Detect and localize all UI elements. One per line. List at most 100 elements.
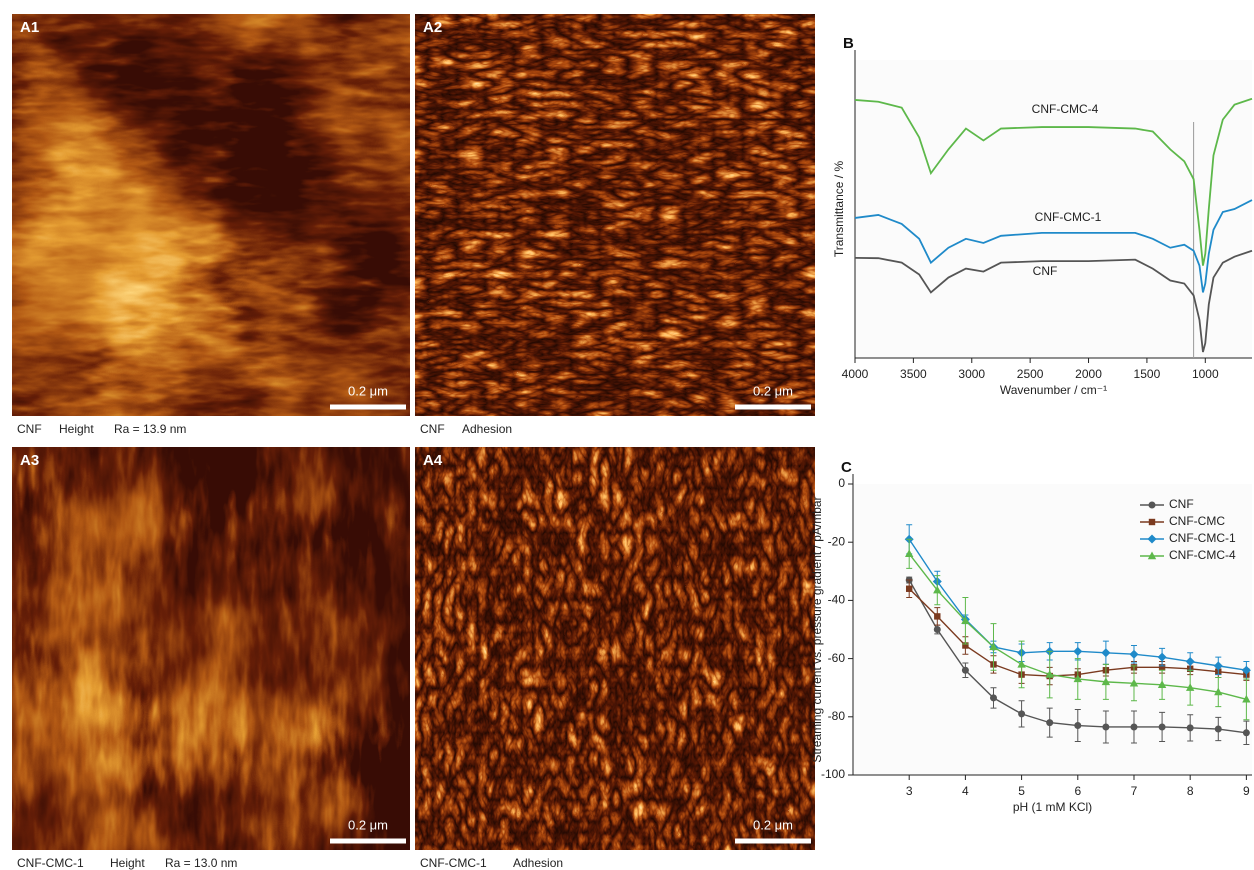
y-axis-label: Streaming current vs. pressure gradient …	[810, 496, 824, 762]
marker	[1018, 710, 1026, 718]
y-tick-label: -80	[828, 709, 846, 723]
scale-bar-label: 0.2 μm	[348, 383, 388, 398]
marker	[933, 585, 942, 594]
marker	[1213, 661, 1223, 671]
caption-sample: CNF-CMC-1	[17, 856, 84, 870]
marker	[1129, 678, 1139, 687]
legend-marker	[1148, 518, 1156, 526]
marker	[1158, 664, 1166, 671]
y-tick-label: -40	[828, 593, 846, 607]
marker	[1046, 719, 1054, 727]
legend-label: CNF	[1169, 497, 1194, 511]
caption-roughness: Ra = 13.0 nm	[165, 856, 237, 870]
marker	[961, 616, 970, 624]
legend-marker	[1147, 551, 1157, 560]
series-line	[854, 97, 1253, 266]
panel-label: C	[841, 459, 852, 476]
legend-marker	[1148, 501, 1156, 509]
panel-label: A2	[423, 19, 442, 36]
afm-image	[415, 447, 815, 850]
marker	[1185, 657, 1195, 667]
series-line	[854, 249, 1253, 353]
x-tick-label: 4	[962, 784, 969, 798]
marker	[1102, 723, 1110, 731]
x-tick-label: 4000	[842, 367, 869, 381]
plot-area	[855, 60, 1252, 358]
chart: B 4000 3500 3000 2500 2000 1500 1000 Wavenumber …	[832, 35, 1253, 397]
caption-mode: Height	[110, 856, 145, 870]
marker	[905, 585, 913, 592]
y-tick-label: -60	[828, 651, 846, 665]
marker	[1101, 648, 1111, 658]
marker	[1073, 646, 1083, 656]
x-axis-label: Wavenumber / cm⁻¹	[1000, 383, 1107, 397]
x-tick-label: 8	[1187, 784, 1194, 798]
marker	[1185, 683, 1195, 691]
marker	[1073, 674, 1082, 683]
series-line	[854, 199, 1253, 293]
afm-image	[12, 14, 410, 416]
caption-mode: Height	[59, 422, 94, 436]
legend-label: CNF-CMC	[1169, 514, 1225, 528]
series-label: CNF-CMC-4	[1032, 102, 1099, 116]
panel-label: A1	[20, 19, 39, 36]
x-tick-label: 3500	[900, 367, 927, 381]
marker	[934, 613, 941, 620]
x-tick-label: 6	[1074, 784, 1081, 798]
x-tick-label: 2000	[1075, 367, 1102, 381]
panel-label: A4	[423, 452, 443, 469]
marker	[1242, 694, 1251, 703]
y-tick-label: 0	[838, 476, 845, 490]
marker	[904, 549, 914, 558]
marker	[1074, 722, 1082, 730]
marker	[1241, 665, 1251, 675]
x-tick-label: 1500	[1134, 367, 1161, 381]
caption-mode: Adhesion	[513, 856, 563, 870]
marker	[989, 642, 998, 651]
marker	[1045, 670, 1054, 678]
chart: C 3 4 5 6 7 8 9 0 -20 -40 -60 -80 -100 pH (1 mM KCl) St…	[810, 459, 1252, 814]
marker	[1101, 677, 1111, 686]
caption-roughness: Ra = 13.9 nm	[114, 422, 186, 436]
x-tick-label: 9	[1243, 784, 1250, 798]
x-tick-label: 7	[1131, 784, 1138, 798]
marker	[1017, 659, 1026, 668]
afm-image	[12, 447, 410, 850]
y-tick-label: -100	[821, 767, 845, 781]
scale-bar-label: 0.2 μm	[753, 817, 793, 832]
caption-mode: Adhesion	[462, 422, 512, 436]
marker	[1186, 724, 1194, 732]
marker	[1129, 649, 1139, 659]
caption-sample: CNF	[17, 422, 42, 436]
afm-image	[415, 14, 815, 416]
scale-bar-label: 0.2 μm	[348, 817, 388, 832]
x-tick-label: 5	[1018, 784, 1025, 798]
caption-sample: CNF-CMC-1	[420, 856, 487, 870]
afm-panel: A1 0.2 μm CNF Height Ra = 13.9 nm	[12, 14, 410, 436]
panel-label: B	[843, 35, 854, 52]
marker	[989, 694, 997, 702]
legend-marker	[1147, 534, 1157, 544]
marker	[961, 666, 969, 674]
scale-bar-label: 0.2 μm	[753, 383, 793, 398]
series-label: CNF	[1033, 264, 1058, 278]
legend-label: CNF-CMC-1	[1169, 531, 1236, 545]
marker	[1214, 687, 1223, 696]
marker	[1214, 725, 1222, 733]
panel-label: A3	[20, 452, 39, 469]
marker	[1157, 680, 1167, 688]
marker	[1242, 729, 1250, 737]
x-tick-label: 3000	[958, 367, 985, 381]
afm-panel: A2 0.2 μm CNF Adhesion	[415, 14, 815, 436]
legend-label: CNF-CMC-4	[1169, 548, 1236, 562]
y-tick-label: -20	[828, 534, 846, 548]
x-tick-label: 2500	[1017, 367, 1044, 381]
x-axis-label: pH (1 mM KCl)	[1013, 800, 1092, 814]
caption-sample: CNF	[420, 422, 445, 436]
marker	[962, 642, 969, 649]
marker	[1130, 723, 1138, 731]
x-tick-label: 1000	[1192, 367, 1219, 381]
series-label: CNF-CMC-1	[1035, 210, 1102, 224]
marker	[1157, 652, 1167, 662]
